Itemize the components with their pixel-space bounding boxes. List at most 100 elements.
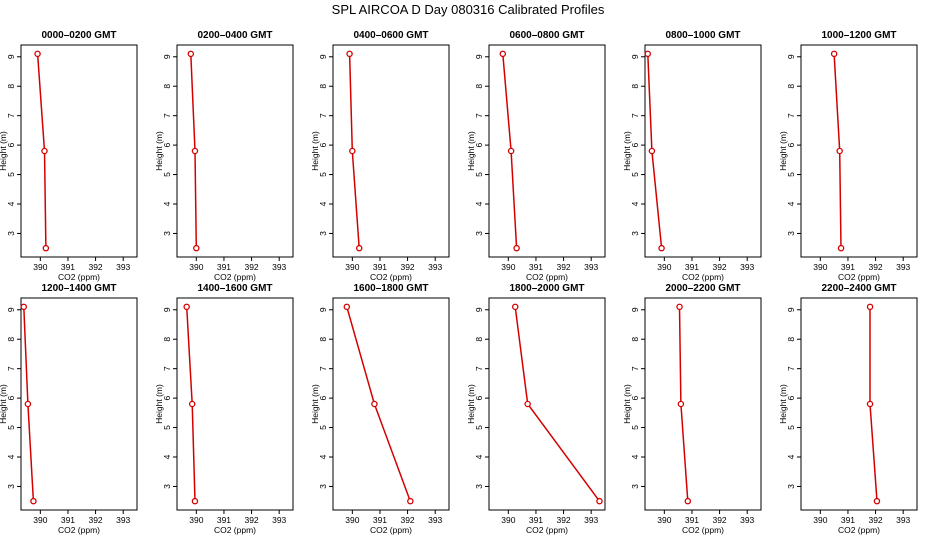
y-tick-label: 8 [474,337,484,342]
data-point [349,147,356,155]
y-axis-label: Height (m) [310,131,320,171]
y-tick-label: 3 [630,484,640,489]
data-point [193,244,200,252]
y-tick-label: 4 [630,201,640,206]
y-tick-label: 6 [474,142,484,147]
y-tick-label: 9 [786,54,796,59]
x-tick-label: 390 [657,262,671,272]
x-tick-label: 393 [272,262,286,272]
y-tick-label: 3 [786,231,796,236]
x-tick-label: 392 [556,262,570,272]
data-point [648,147,656,155]
y-tick-label: 7 [474,113,484,118]
y-tick-label: 5 [630,425,640,430]
x-tick-label: 390 [33,515,47,525]
panel-11: 2200–2400 GMT 390 391 392 393 3 4 5 6 7 8 9 CO2 (ppm… [778,283,918,535]
y-tick-label: 3 [162,231,172,236]
plot-frame [176,297,294,511]
y-axis-label: Height (m) [154,384,164,424]
plot-frame [20,44,138,258]
panel-9: 1800–2000 GMT 390 391 392 393 3 4 5 6 7 8 9 CO2 (ppm… [466,283,606,535]
y-tick-label: 5 [162,172,172,177]
y-tick-label: 3 [162,484,172,489]
panel-title: 0000–0200 GMT [41,30,116,41]
y-tick-label: 5 [318,425,328,430]
x-tick-label: 393 [896,262,910,272]
y-tick-label: 9 [162,54,172,59]
data-point [187,50,195,58]
x-tick-label: 390 [657,515,671,525]
data-point [866,400,874,408]
y-tick-label: 6 [318,142,328,147]
y-tick-label: 8 [162,84,172,89]
data-point [836,147,843,155]
y-tick-label: 6 [162,395,172,400]
y-tick-label: 4 [6,201,16,206]
x-tick-label: 393 [584,515,598,525]
data-point [684,497,692,505]
y-tick-label: 8 [786,84,796,89]
x-tick-label: 390 [501,515,515,525]
x-tick-label: 391 [685,515,699,525]
panel-title: 2000–2200 GMT [665,283,740,294]
y-tick-label: 8 [6,337,16,342]
panel-title: 1200–1400 GMT [41,283,116,294]
x-tick-label: 392 [556,515,570,525]
panel-title: 2200–2400 GMT [821,283,896,294]
y-tick-label: 9 [630,54,640,59]
x-tick-label: 390 [501,262,515,272]
y-axis-label: Height (m) [0,384,8,424]
y-tick-label: 3 [318,231,328,236]
data-point [676,303,683,311]
y-tick-label: 8 [318,337,328,342]
x-tick-label: 390 [33,262,47,272]
profile-line [346,306,412,502]
y-tick-label: 8 [630,84,640,89]
y-tick-label: 3 [474,231,484,236]
x-axis-label: CO2 (ppm) [838,272,880,282]
data-point [596,497,603,505]
plot-frame [488,44,606,258]
panel-2: 0400–0600 GMT 390 391 392 393 3 4 5 6 7 8 9 CO2 (ppm… [310,30,450,282]
y-tick-label: 4 [162,454,172,459]
x-tick-label: 392 [868,262,882,272]
panel-4: 0800–1000 GMT 390 391 392 393 3 4 5 6 7 8 9 CO2 (ppm… [622,30,762,282]
y-tick-label: 9 [630,307,640,312]
x-tick-label: 392 [868,515,882,525]
y-tick-label: 8 [474,84,484,89]
x-tick-label: 392 [400,262,414,272]
panel-0: 0000–0200 GMT 390 391 392 393 3 4 5 6 7 8 9 CO2 (ppm… [0,30,138,282]
data-point [346,50,353,58]
y-tick-label: 7 [630,113,640,118]
data-point [191,147,199,155]
y-tick-label: 4 [786,454,796,459]
y-tick-label: 6 [786,395,796,400]
y-tick-label: 9 [6,54,16,59]
data-point [24,400,32,408]
plot-frame [644,297,762,511]
data-point [524,400,531,408]
data-point [34,50,41,58]
y-tick-label: 6 [630,142,640,147]
x-axis-label: CO2 (ppm) [682,525,724,535]
y-tick-label: 7 [474,366,484,371]
plot-frame [488,297,606,511]
y-tick-label: 6 [6,142,16,147]
panel-title: 1600–1800 GMT [353,283,428,294]
x-tick-label: 393 [116,262,130,272]
x-tick-label: 391 [373,262,387,272]
x-tick-label: 390 [813,262,827,272]
y-tick-label: 7 [786,366,796,371]
x-tick-label: 393 [116,515,130,525]
y-axis-label: Height (m) [0,131,8,171]
y-tick-label: 7 [630,366,640,371]
y-tick-label: 7 [318,113,328,118]
data-point [188,400,196,408]
y-tick-label: 3 [318,484,328,489]
data-point [41,147,48,155]
x-tick-label: 392 [88,515,102,525]
data-point [837,244,845,252]
x-axis-label: CO2 (ppm) [838,525,880,535]
x-tick-label: 390 [189,515,203,525]
